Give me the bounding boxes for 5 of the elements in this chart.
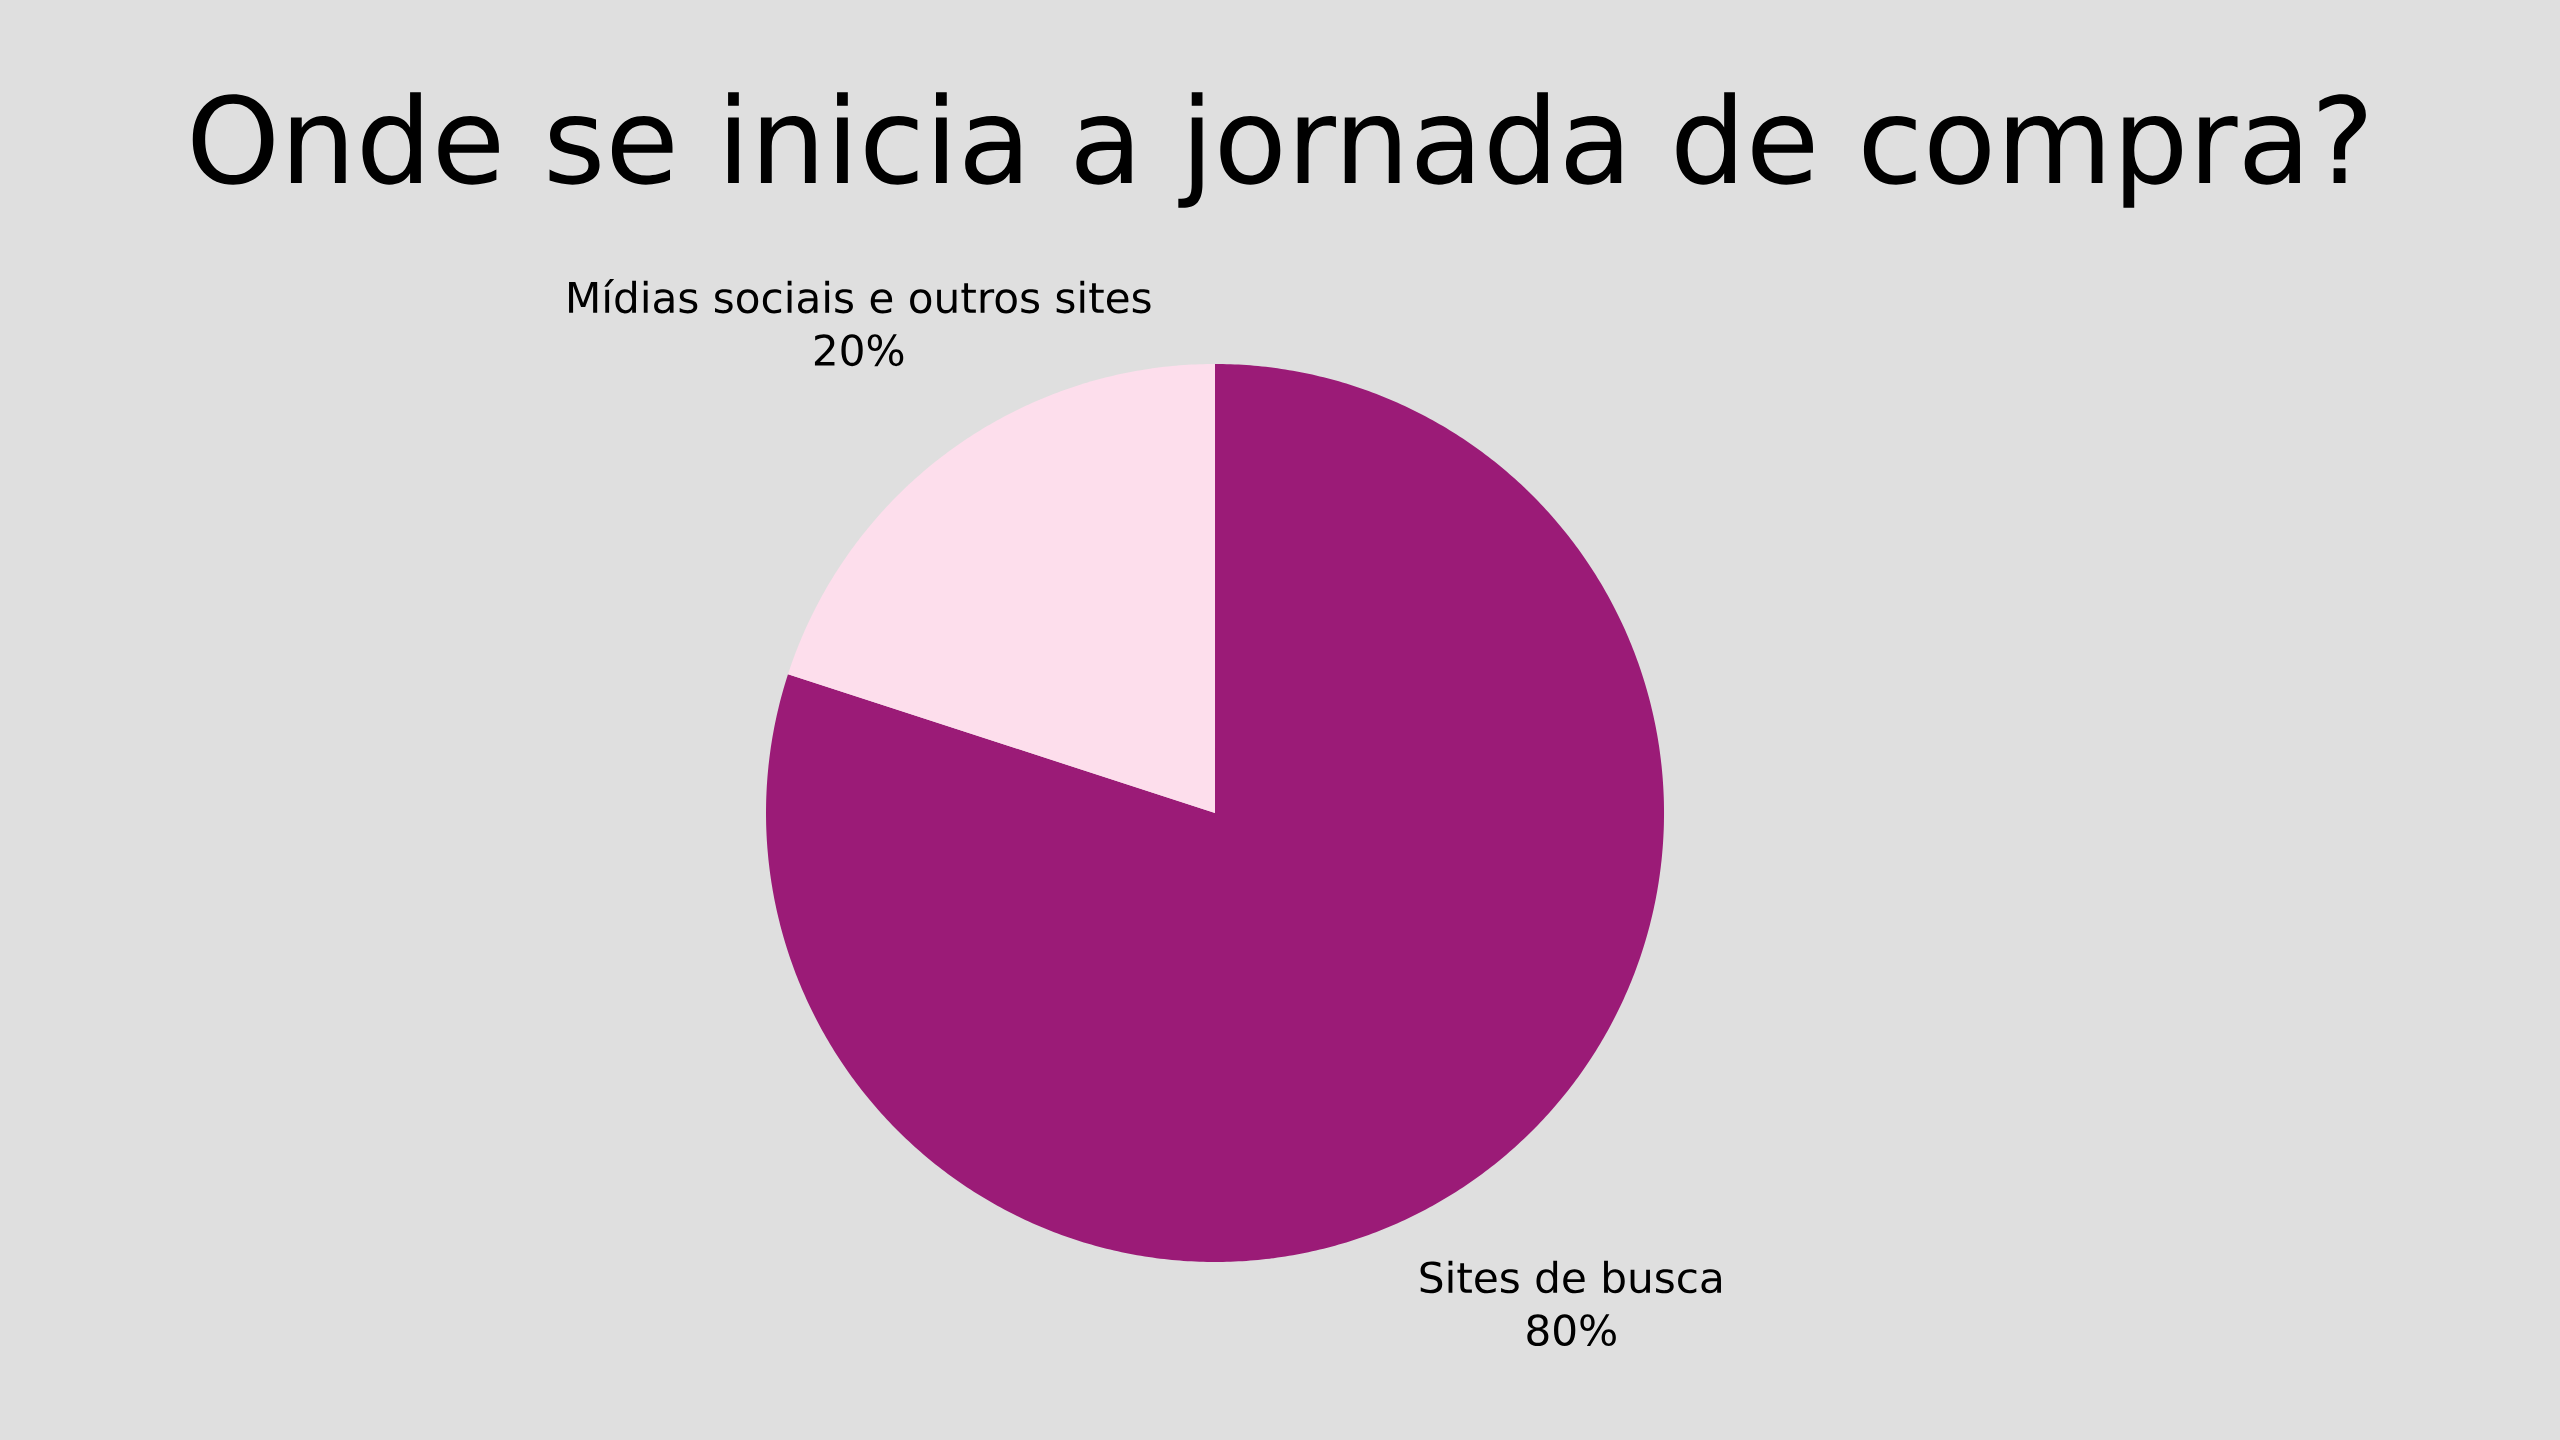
- chart-title: Onde se inicia a jornada de compra?: [192, 92, 2366, 208]
- data-label: 80%: [1527, 1314, 1616, 1347]
- slice-label: Sites de busca: [1420, 1260, 1721, 1294]
- data-label: 20%: [814, 334, 904, 367]
- slice-label: Mídias sociais e outros sites: [569, 279, 1151, 314]
